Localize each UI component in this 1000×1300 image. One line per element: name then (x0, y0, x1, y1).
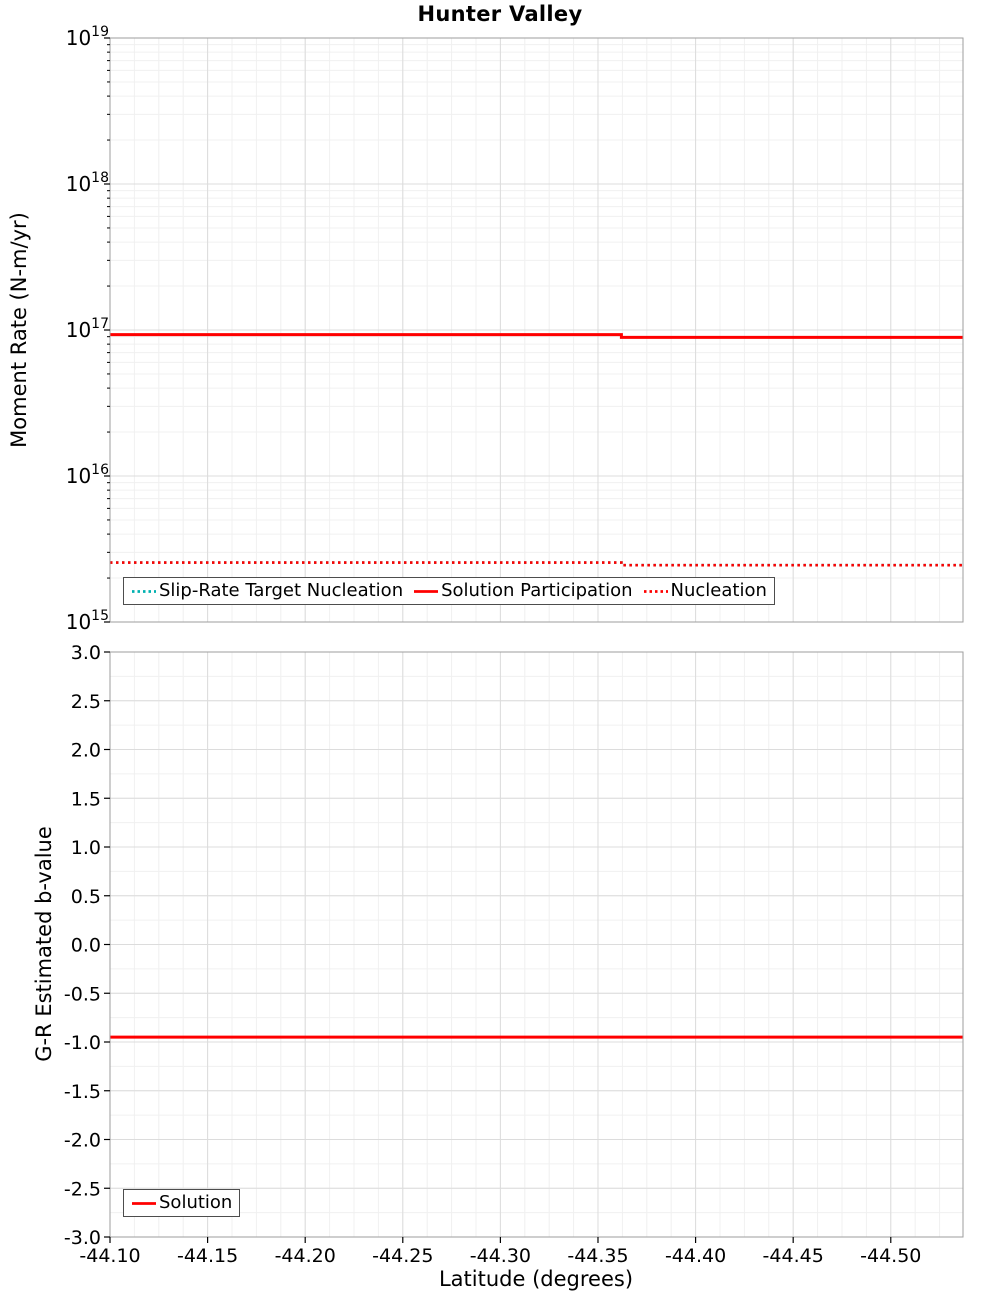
x-tick-label: -44.20 (275, 1245, 336, 1267)
y-tick-label: -2.0 (64, 1130, 101, 1152)
y-tick-label: 1.5 (71, 788, 101, 810)
y-tick-label: 2.0 (71, 740, 101, 762)
y-tick-label: 1015 (66, 608, 109, 634)
legend-label-nucleation: Nucleation (670, 580, 767, 601)
series-solution-participation (110, 333, 963, 339)
x-tick-label: -44.40 (665, 1245, 726, 1267)
y-tick-label: -1.0 (64, 1032, 101, 1054)
y-tick-label: -3.0 (64, 1227, 101, 1249)
y-tick-label: -0.5 (64, 983, 101, 1005)
legend-item-solution: Solution (131, 1192, 232, 1214)
chart-title: Hunter Valley (417, 2, 583, 26)
y-axis-title-b-value: G-R Estimated b-value (32, 826, 56, 1062)
x-tick-label: -44.10 (79, 1245, 140, 1267)
y-tick-label: 1017 (66, 316, 109, 342)
x-tick-label: -44.30 (470, 1245, 531, 1267)
legend-b-value: Solution (123, 1189, 241, 1217)
x-tick-label: -44.15 (177, 1245, 238, 1267)
legend-line-solution-participation-icon (414, 589, 439, 593)
legend-item-slip-rate-target-nucleation: Slip-Rate Target Nucleation (131, 580, 403, 602)
y-tick-label: 0.5 (71, 886, 101, 908)
legend-label-solution-participation: Solution Participation (441, 580, 633, 601)
y-tick-label: 3.0 (71, 642, 101, 664)
legend-line-nucleation-icon (643, 589, 668, 593)
legend-line-solution-icon (132, 1201, 156, 1205)
series-nucleation (110, 561, 963, 567)
x-axis-title-latitude: Latitude (degrees) (438, 1267, 634, 1291)
legend-label-solution: Solution (159, 1192, 233, 1213)
legend-moment-rate: Slip-Rate Target Nucleation Solution Par… (123, 577, 775, 605)
legend-label-slip-rate-target-nucleation: Slip-Rate Target Nucleation (159, 580, 404, 601)
y-tick-label: 0.0 (71, 935, 101, 957)
legend-line-slip-rate-target-nucleation-icon (132, 589, 156, 593)
x-tick-label: -44.45 (763, 1245, 824, 1267)
x-tick-label: -44.35 (567, 1245, 628, 1267)
legend-item-nucleation: Nucleation (643, 580, 767, 602)
y-tick-label: -2.5 (64, 1178, 101, 1200)
y-tick-label: 1018 (66, 170, 109, 196)
legend-item-solution-participation: Solution Participation (413, 580, 633, 602)
y-tick-label: -1.5 (64, 1081, 101, 1103)
y-axis-title-moment-rate: Moment Rate (N-m/yr) (7, 212, 31, 448)
x-tick-label: -44.50 (860, 1245, 921, 1267)
y-tick-label: 1019 (66, 24, 109, 50)
y-tick-label: 1.0 (71, 837, 101, 859)
y-tick-label: 1016 (66, 462, 109, 488)
x-tick-label: -44.25 (372, 1245, 433, 1267)
y-tick-label: 2.5 (71, 691, 101, 713)
